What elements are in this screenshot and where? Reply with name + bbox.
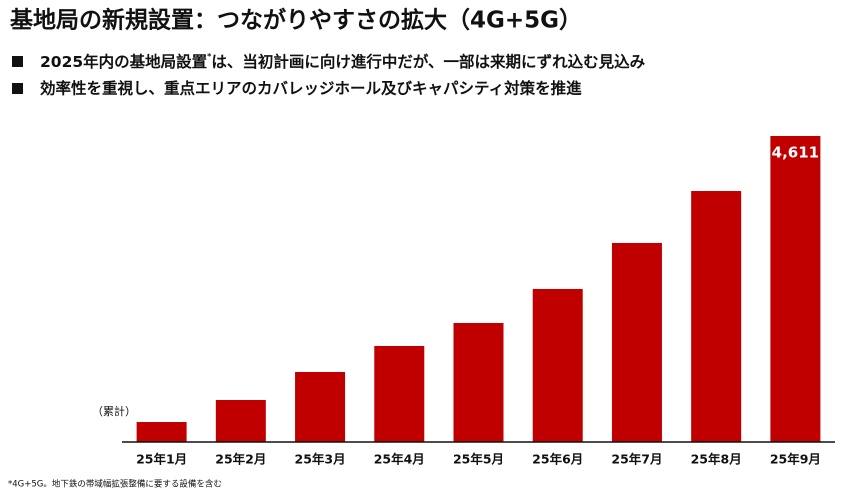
x-tick-label: 25年2月: [215, 452, 266, 467]
bar: [136, 422, 187, 442]
x-tick-label: 25年9月: [770, 452, 821, 467]
x-tick-label: 25年1月: [136, 452, 187, 467]
x-tick-label: 25年4月: [374, 452, 425, 467]
x-tick-label: 25年5月: [453, 452, 504, 467]
bar: [532, 288, 583, 442]
bullet-part: は、当初計画に向け進行中だが、一部は来期にずれ込む見込み: [211, 52, 645, 71]
x-tick-label: 25年7月: [611, 452, 662, 467]
bar: [611, 242, 662, 442]
bar: [453, 323, 504, 442]
x-tick-label: 25年8月: [691, 452, 742, 467]
bullet-note: *: [207, 52, 212, 61]
x-tick-label: 25年6月: [532, 452, 583, 467]
value-label: 4,611: [772, 144, 819, 162]
bullet-icon: [12, 83, 23, 94]
bullet-text: 効率性を重視し、重点エリアのカバレッジホール及びキャパシティ対策を推進: [40, 79, 582, 98]
bar: [215, 399, 266, 442]
bar: [691, 191, 742, 442]
bar: [295, 371, 346, 442]
unit-label: （累計）: [92, 404, 136, 418]
bullet-part: 2025年内の基地局設置: [40, 52, 207, 71]
bar: [374, 345, 425, 442]
bullet-text: 2025年内の基地局設置*は、当初計画に向け進行中だが、一部は来期にずれ込む見込…: [40, 52, 646, 71]
bullet-icon: [12, 56, 23, 67]
footnote: *4G+5G。地下鉄の帯域幅拡張整備に要する設備を含む: [8, 479, 222, 490]
title: 基地局の新規設置：つながりやすさの拡大（4G+5G）: [10, 7, 582, 34]
bar: [770, 136, 821, 442]
x-tick-label: 25年3月: [295, 452, 346, 467]
